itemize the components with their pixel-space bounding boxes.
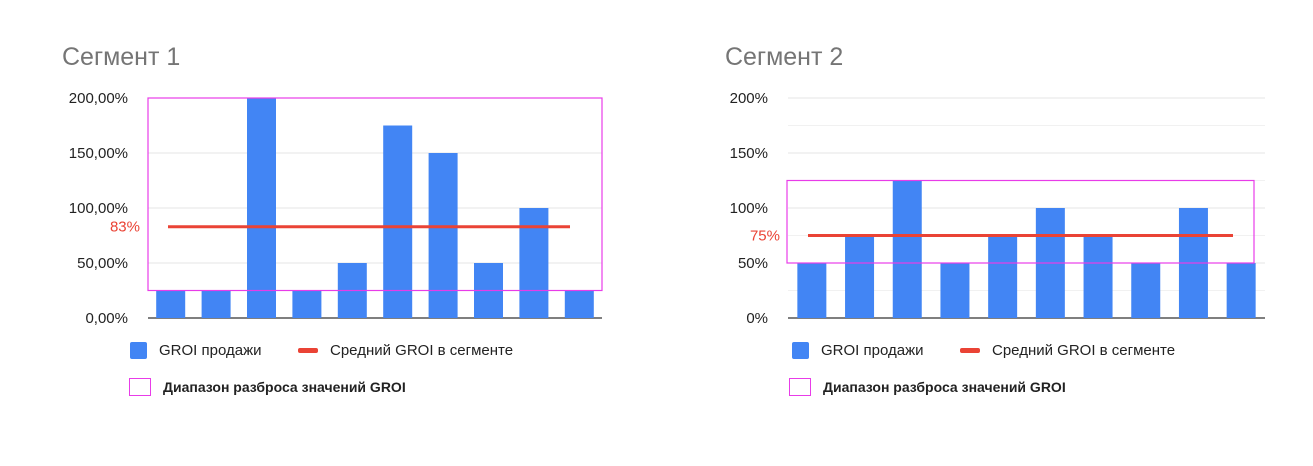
legend-item-range: Диапазон разброса значений GROI (789, 378, 1066, 396)
legend-item-average: Средний GROI в сегменте (960, 342, 1175, 359)
bar (940, 263, 970, 318)
y-tick-label: 200,00% (69, 90, 128, 107)
y-tick-label: 200% (730, 90, 768, 107)
chart-panel-segment-1: Сегмент 1 0,00% 50,00% 100,00% 150,00% 200,0… (0, 0, 656, 466)
bar (1083, 235, 1113, 318)
bar (1226, 263, 1256, 318)
bar (845, 235, 875, 318)
chart-title: Сегмент 1 (62, 43, 181, 71)
bar (428, 153, 458, 318)
bar (156, 290, 186, 318)
y-tick-label: 100,00% (69, 200, 128, 217)
legend-label-range: Диапазон разброса значений GROI (823, 379, 1066, 395)
legend-range-swatch (789, 378, 811, 396)
bar-chart-segment-2: 0% 50% 100% 150% 200% 75% (730, 90, 1265, 327)
bar (201, 290, 231, 318)
bar (383, 125, 413, 318)
legend-item-bars: GROI продажи (130, 342, 262, 359)
y-tick-label: 100% (730, 200, 768, 217)
range-box (786, 179, 1255, 264)
bar-chart-segment-1: 0,00% 50,00% 100,00% 150,00% 200,00% 83% (69, 90, 603, 327)
legend-item-range: Диапазон разброса значений GROI (129, 378, 406, 396)
average-value-label: 75% (750, 228, 780, 245)
bar (892, 180, 922, 318)
legend-line-swatch (298, 348, 318, 353)
range-box (147, 97, 603, 292)
legend-bar-swatch (792, 342, 809, 359)
legend-label-average: Средний GROI в сегменте (330, 342, 514, 359)
legend-label-bars: GROI продажи (821, 342, 924, 359)
y-tick-label: 50,00% (77, 255, 128, 272)
average-value-label: 83% (110, 219, 140, 236)
legend-label-average: Средний GROI в сегменте (992, 342, 1176, 359)
legend-label-range: Диапазон разброса значений GROI (163, 379, 406, 395)
legend-line-swatch (960, 348, 980, 353)
y-tick-label: 150,00% (69, 145, 128, 162)
chart-panel-segment-2: Сегмент 2 0% 50% 100% 150% 200% 75% GROI прод… (660, 0, 1313, 466)
y-tick-label: 50% (738, 255, 768, 272)
legend-label-bars: GROI продажи (159, 342, 262, 359)
y-tick-label: 150% (730, 145, 768, 162)
legend-bar-swatch (130, 342, 147, 359)
legend-item-bars: GROI продажи (792, 342, 924, 359)
y-tick-label: 0% (746, 310, 768, 327)
bar (247, 98, 276, 318)
bar (564, 290, 594, 318)
bar (292, 290, 322, 318)
bar (988, 235, 1018, 318)
chart-title: Сегмент 2 (725, 43, 844, 71)
legend-item-average: Средний GROI в сегменте (298, 342, 513, 359)
bar (797, 263, 827, 318)
y-tick-label: 0,00% (85, 310, 128, 327)
legend-range-swatch (129, 378, 151, 396)
bar (1131, 263, 1161, 318)
bar (519, 208, 549, 318)
